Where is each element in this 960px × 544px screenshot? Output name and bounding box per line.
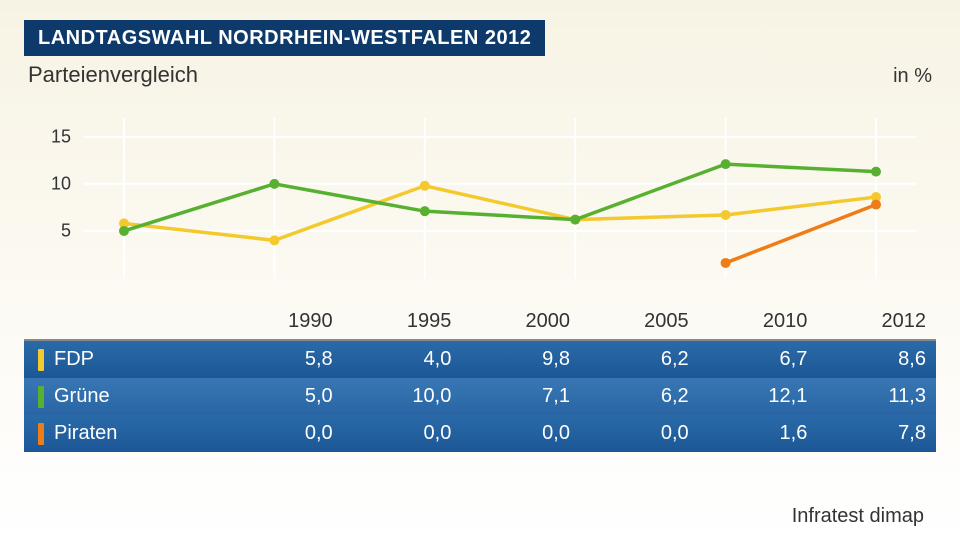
- table-cell: 5,8: [224, 341, 343, 378]
- table-col-header: 2000: [461, 302, 580, 339]
- table-col-header: 1990: [224, 302, 343, 339]
- table-cell: 5,0: [224, 378, 343, 415]
- table-cell: 1,6: [699, 415, 818, 452]
- source-attribution: Infratest dimap: [792, 505, 924, 528]
- chart-subtitle: Parteienvergleich: [28, 62, 198, 88]
- row-label: FDP: [24, 341, 224, 378]
- table-cell: 0,0: [580, 415, 699, 452]
- table-col-header: 2010: [699, 302, 818, 339]
- plot-area: [84, 118, 916, 278]
- table-cell: 9,8: [461, 341, 580, 378]
- table-cell: 7,1: [461, 378, 580, 415]
- color-swatch: [38, 386, 44, 408]
- table-cell: 0,0: [461, 415, 580, 452]
- row-label: Grüne: [24, 378, 224, 415]
- table-cell: 0,0: [343, 415, 462, 452]
- table-corner-cell: [24, 302, 224, 339]
- table-cell: 8,6: [817, 341, 936, 378]
- table-col-header: 2012: [817, 302, 936, 339]
- y-tick-label: 15: [51, 126, 71, 147]
- row-label: Piraten: [24, 415, 224, 452]
- party-name: Grüne: [54, 385, 110, 408]
- table-col-header: 1995: [343, 302, 462, 339]
- table-cell: 10,0: [343, 378, 462, 415]
- table-cell: 4,0: [343, 341, 462, 378]
- data-table: 199019952000200520102012 FDP 5,84,09,86,2…: [24, 302, 936, 452]
- table-cell: 12,1: [699, 378, 818, 415]
- party-name: FDP: [54, 348, 94, 371]
- y-axis: 5 10 15: [24, 118, 79, 278]
- unit-label: in %: [893, 65, 932, 88]
- table-cell: 6,2: [580, 378, 699, 415]
- color-swatch: [38, 423, 44, 445]
- table-row: Piraten0,00,00,00,01,67,8: [24, 415, 936, 452]
- table-col-header: 2005: [580, 302, 699, 339]
- y-tick-label: 10: [51, 173, 71, 194]
- subtitle-row: Parteienvergleich in %: [24, 62, 936, 88]
- party-name: Piraten: [54, 422, 117, 445]
- page-title: LANDTAGSWAHL NORDRHEIN-WESTFALEN 2012: [24, 20, 545, 56]
- table-cell: 6,7: [699, 341, 818, 378]
- color-swatch: [38, 349, 44, 371]
- table-row: FDP 5,84,09,86,26,78,6: [24, 341, 936, 378]
- table-cell: 7,8: [817, 415, 936, 452]
- table-cell: 11,3: [817, 378, 936, 415]
- table-row: Grüne 5,010,07,16,212,111,3: [24, 378, 936, 415]
- table-body: FDP5,84,09,86,26,78,6Grüne5,010,07,16,21…: [24, 341, 936, 452]
- table-cell: 0,0: [224, 415, 343, 452]
- y-tick-label: 5: [61, 220, 71, 241]
- table-cell: 6,2: [580, 341, 699, 378]
- line-chart: 5 10 15: [24, 118, 936, 278]
- table-header: 199019952000200520102012: [24, 302, 936, 341]
